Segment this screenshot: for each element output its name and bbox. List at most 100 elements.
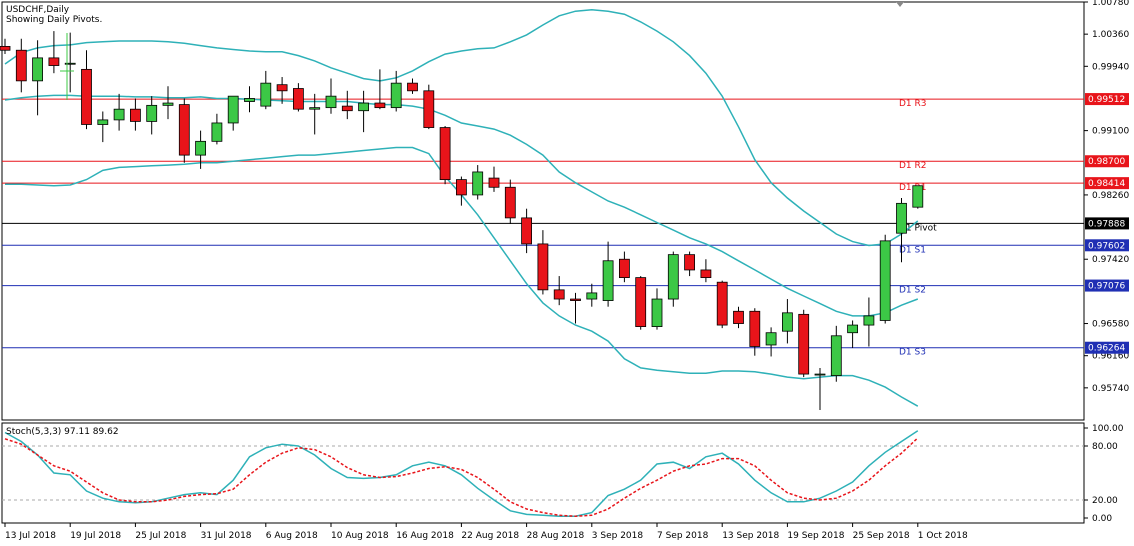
candle-body xyxy=(733,310,744,324)
candle xyxy=(48,31,60,74)
pivot-label: D1 S1 xyxy=(899,245,926,255)
candle xyxy=(553,276,565,306)
candle xyxy=(635,276,647,330)
y-tick-label: 0.99940 xyxy=(1092,62,1129,72)
x-tick-label: 10 Aug 2018 xyxy=(331,531,389,541)
candle xyxy=(488,166,500,192)
candle-body xyxy=(912,185,924,208)
candle xyxy=(863,297,875,347)
candle xyxy=(32,40,43,116)
candle xyxy=(227,95,239,131)
candle-body xyxy=(0,46,11,51)
candle xyxy=(879,234,891,324)
candle-body xyxy=(570,298,581,301)
x-tick-label: 25 Jul 2018 xyxy=(135,531,186,541)
pivot-price-label: 0.97888 xyxy=(1088,219,1125,229)
x-tick-label: 28 Aug 2018 xyxy=(527,531,585,541)
candle xyxy=(537,230,549,295)
candle-body xyxy=(667,254,679,300)
pivot-label: D1 S3 xyxy=(899,348,926,358)
candle xyxy=(260,70,272,110)
candle xyxy=(244,86,255,113)
pivots-label: Showing Daily Pivots. xyxy=(6,15,103,25)
candle-body xyxy=(782,312,793,332)
stoch-y-tick-label: 20.00 xyxy=(1092,496,1118,506)
candle xyxy=(830,325,842,382)
candle-body xyxy=(113,108,125,121)
candle-body xyxy=(178,104,190,156)
candle xyxy=(912,185,924,209)
pivot-price-box xyxy=(1085,177,1129,190)
stoch-y-tick-label: 0.00 xyxy=(1092,514,1112,524)
candle xyxy=(81,50,92,130)
pivot-price-box xyxy=(1085,217,1129,230)
candle xyxy=(309,93,321,135)
pivot-price-box xyxy=(1085,93,1129,106)
candle-body xyxy=(749,310,761,347)
pivot-price-box xyxy=(1085,341,1129,354)
candle xyxy=(586,283,598,307)
candle-body xyxy=(309,107,321,110)
y-tick-label: 1.00780 xyxy=(1092,0,1129,8)
candle xyxy=(798,309,810,378)
pivot-price-box xyxy=(1085,155,1129,168)
stoch-main-line xyxy=(4,430,919,517)
stoch-y-tick-label: 100.00 xyxy=(1092,424,1124,434)
stoch-label: Stoch(5,3,3) 97.11 89.62 xyxy=(6,427,119,437)
candle xyxy=(15,38,27,93)
x-tick-label: 19 Jul 2018 xyxy=(70,531,121,541)
x-tick-label: 19 Sep 2018 xyxy=(787,531,844,541)
pivot-label: D1 R2 xyxy=(899,161,927,171)
candle xyxy=(455,176,467,206)
candle xyxy=(765,327,777,357)
candle xyxy=(178,98,190,163)
candle-body xyxy=(716,281,728,326)
candle xyxy=(64,32,76,93)
candle xyxy=(390,70,402,112)
candle-body xyxy=(64,62,76,65)
candle-body xyxy=(863,315,875,326)
candle xyxy=(847,320,858,349)
candle-body xyxy=(700,269,712,279)
pivot-price-label: 0.96264 xyxy=(1088,344,1125,354)
x-tick-label: 7 Sep 2018 xyxy=(657,531,709,541)
x-tick-label: 6 Aug 2018 xyxy=(266,531,318,541)
candle-body xyxy=(15,49,27,82)
candle-body xyxy=(374,102,386,109)
candle xyxy=(341,90,353,120)
candle xyxy=(570,292,581,324)
candle-body xyxy=(553,289,565,300)
candle xyxy=(716,280,728,329)
y-tick-label: 0.95740 xyxy=(1092,384,1129,394)
candle xyxy=(358,90,370,133)
x-tick-label: 31 Jul 2018 xyxy=(201,531,252,541)
candle-body xyxy=(586,292,598,300)
candle-body xyxy=(81,68,92,125)
candle xyxy=(211,113,223,145)
stoch-y-tick-label: 80.00 xyxy=(1092,442,1118,452)
candle-body xyxy=(684,254,695,271)
x-tick-label: 13 Jul 2018 xyxy=(5,531,56,541)
pivot-price-label: 0.98414 xyxy=(1088,179,1125,189)
candle xyxy=(439,126,451,185)
candle-body xyxy=(129,108,141,122)
symbol-label: USDCHF,Daily xyxy=(6,5,70,15)
candle xyxy=(423,84,435,130)
candle-body xyxy=(358,102,370,112)
candle-body xyxy=(276,84,288,92)
candle-body xyxy=(619,258,630,279)
candle-body xyxy=(602,260,614,301)
candle-body xyxy=(798,313,810,375)
candle xyxy=(700,259,712,283)
candle-body xyxy=(537,243,549,291)
candle-body xyxy=(227,95,239,124)
candle-body xyxy=(651,298,663,328)
y-tick-label: 0.98260 xyxy=(1092,191,1129,201)
candle-body xyxy=(847,324,858,334)
candle-body xyxy=(325,95,337,109)
candle-body xyxy=(814,373,826,376)
price-marker-icon xyxy=(896,2,904,7)
candle-body xyxy=(48,57,60,66)
candle-body xyxy=(341,105,353,112)
candle-body xyxy=(211,122,223,142)
